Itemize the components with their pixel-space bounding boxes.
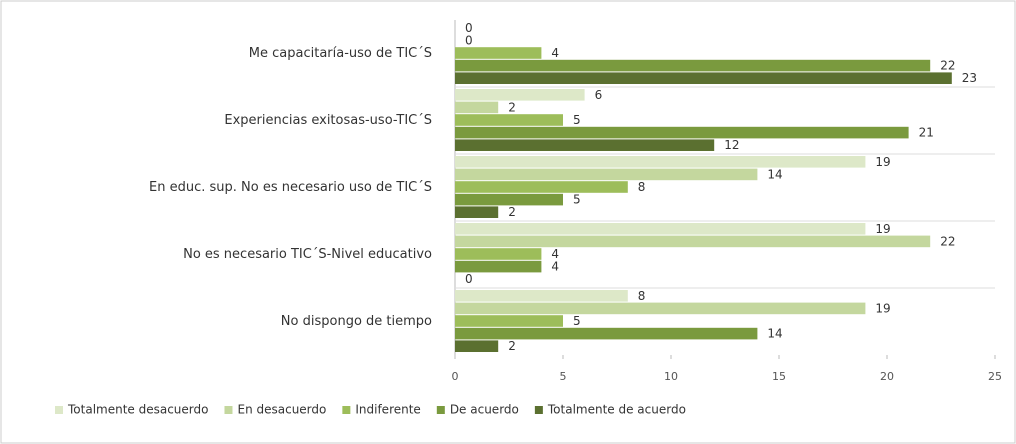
category-label: No dispongo de tiempo	[281, 314, 432, 329]
value-label: 19	[875, 301, 890, 315]
legend-label: Totalmente de acuerdo	[547, 403, 686, 417]
bar	[455, 315, 563, 327]
legend-label: Totalmente desacuerdo	[67, 403, 208, 417]
x-tick-label: 0	[452, 370, 459, 383]
legend-label: En desacuerdo	[237, 403, 326, 417]
value-label: 8	[638, 289, 646, 303]
bar	[455, 193, 563, 206]
bar	[455, 156, 866, 168]
value-label: 19	[875, 222, 890, 236]
x-tick-label: 15	[772, 370, 786, 383]
value-label: 2	[508, 339, 516, 353]
value-label: 22	[940, 59, 955, 73]
bar	[455, 327, 758, 340]
bar	[455, 89, 585, 101]
bar	[455, 302, 866, 315]
value-label: 0	[465, 272, 473, 286]
legend-label: De acuerdo	[450, 403, 519, 417]
legend-swatch	[342, 406, 351, 414]
category-label: No es necesario TIC´S-Nivel educativo	[183, 247, 432, 262]
category-label: Experiencias exitosas-uso-TIC´S	[224, 113, 432, 128]
category-label: Me capacitaría-uso de TIC´S	[249, 46, 432, 61]
value-label: 5	[573, 314, 581, 328]
x-tick-label: 25	[988, 370, 1002, 383]
bar	[455, 126, 909, 139]
value-label: 0	[465, 33, 473, 47]
value-label: 23	[962, 71, 977, 85]
bar	[455, 248, 542, 260]
bar	[455, 72, 952, 84]
value-label: 5	[573, 113, 581, 127]
value-label: 19	[875, 155, 890, 169]
bar	[455, 340, 499, 352]
bar	[455, 290, 628, 302]
bar	[455, 101, 499, 114]
value-label: 21	[919, 126, 934, 140]
bar	[455, 139, 715, 151]
legend-swatch	[436, 406, 445, 414]
bar	[455, 114, 563, 126]
value-label: 4	[551, 247, 559, 261]
x-tick-label: 10	[664, 370, 678, 383]
value-label: 14	[767, 327, 782, 341]
legend-label: Indiferente	[355, 403, 420, 417]
value-label: 4	[551, 46, 559, 60]
bar	[455, 260, 542, 273]
legend-swatch	[534, 406, 543, 414]
legend-swatch	[55, 406, 63, 414]
bar	[455, 206, 499, 218]
bar	[455, 223, 866, 235]
value-label: 5	[573, 193, 581, 207]
category-label: En educ. sup. No es necesario uso de TIC…	[149, 180, 432, 195]
value-label: 8	[638, 180, 646, 194]
bar	[455, 235, 931, 248]
legend-swatch	[224, 406, 233, 414]
x-tick-label: 5	[560, 370, 567, 383]
bar	[455, 181, 628, 193]
value-label: 2	[508, 100, 516, 114]
value-label: 12	[724, 138, 739, 152]
bar	[455, 47, 542, 59]
value-label: 0	[465, 21, 473, 35]
x-tick-label: 20	[880, 370, 894, 383]
bar	[455, 168, 758, 181]
value-label: 2	[508, 205, 516, 219]
value-label: 6	[595, 88, 603, 102]
value-label: 22	[940, 234, 955, 248]
value-label: 4	[551, 260, 559, 274]
value-label: 14	[767, 167, 782, 181]
bar	[455, 59, 931, 72]
